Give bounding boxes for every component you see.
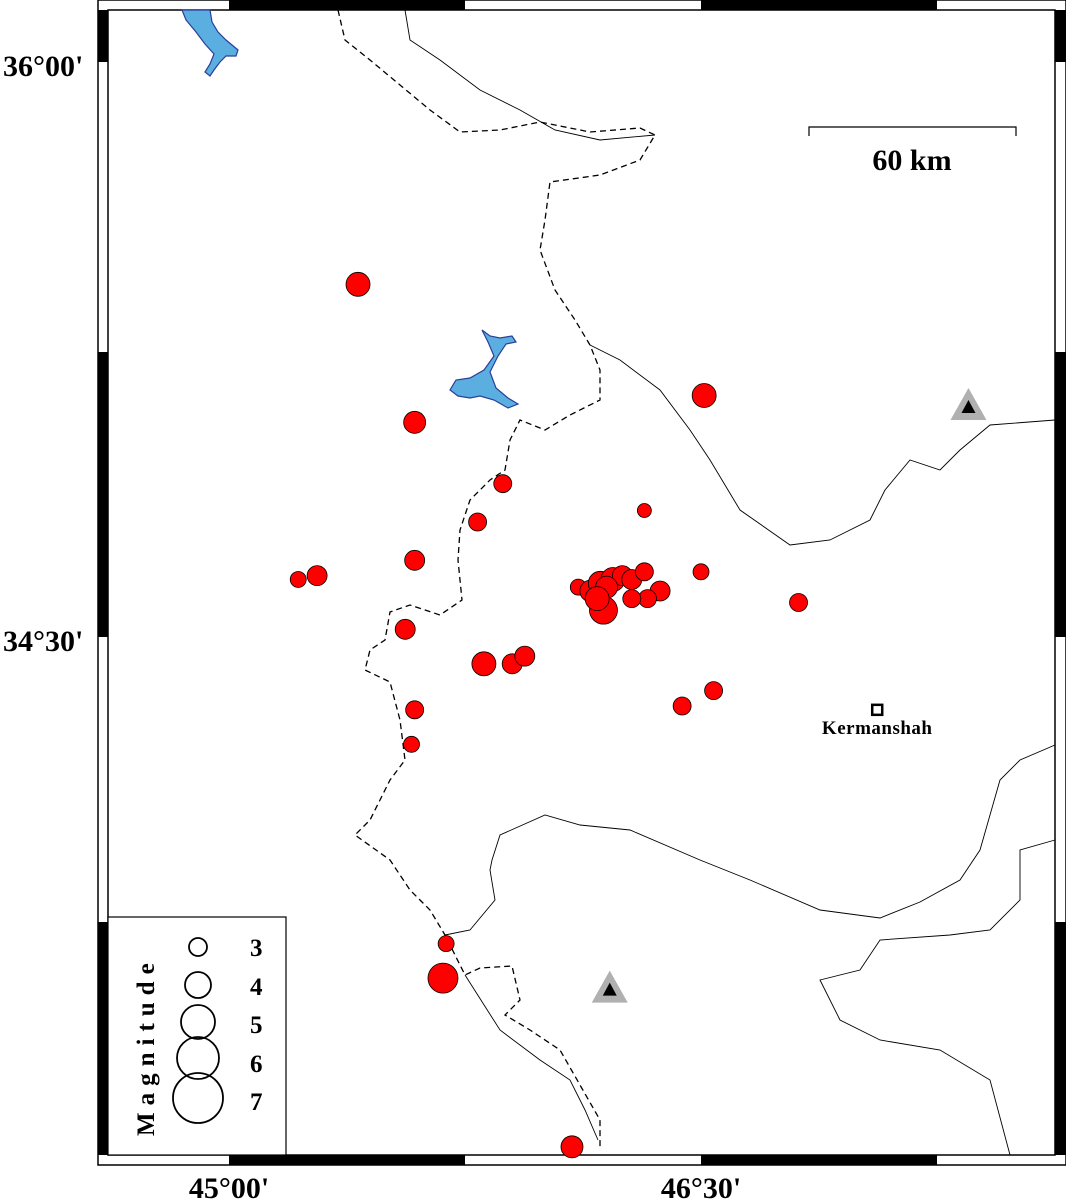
earthquake-event: [493, 474, 513, 494]
earthquake-event: [345, 271, 371, 297]
legend-circle: [184, 971, 212, 999]
cities: Kermanshah: [822, 703, 933, 739]
lake-darbandikhan: [449, 329, 520, 409]
earthquake-event: [691, 383, 717, 408]
lon-label-45: 45°00': [189, 1172, 269, 1203]
magnitude-legend: Magnitude 3 4 5 6 7: [107, 916, 287, 1156]
earthquake-event: [394, 618, 416, 640]
lake-north: [181, 9, 239, 77]
earthquake-event: [636, 503, 652, 518]
earthquake-event: [468, 512, 487, 532]
legend-title: Magnitude: [133, 956, 160, 1136]
legend-label: 6: [250, 1051, 263, 1078]
legend-label: 5: [250, 1012, 263, 1039]
earthquake-event: [560, 1135, 584, 1159]
earthquake-event: [584, 586, 610, 612]
border-line: [404, 9, 656, 141]
legend-circle: [188, 937, 208, 957]
earthquake-event: [638, 589, 657, 609]
earthquake-event: [622, 589, 642, 609]
legend-label: 4: [250, 974, 263, 1001]
lat-label-34-30: 34°30': [3, 625, 83, 658]
earthquake-event: [514, 645, 536, 667]
earthquake-events: [289, 271, 808, 1159]
borders: [337, 9, 1056, 1156]
earthquake-event: [437, 935, 455, 953]
earthquake-event: [634, 562, 654, 582]
legend-circle: [180, 1004, 216, 1040]
border-line: [464, 974, 599, 1141]
earthquake-event: [403, 735, 420, 753]
earthquake-event: [471, 651, 497, 677]
earthquake-event: [306, 565, 328, 587]
city-label: Kermanshah: [822, 718, 933, 739]
earthquake-event: [403, 410, 427, 434]
earthquake-event: [427, 962, 459, 994]
legend-circle: [172, 1072, 224, 1124]
province-border: [444, 744, 1056, 936]
province-border: [819, 839, 1056, 1156]
earthquake-event: [405, 700, 425, 720]
earthquake-event: [404, 549, 426, 571]
station-marker-icon: [602, 982, 617, 996]
lat-label-36: 36°00': [3, 50, 83, 83]
seismic-stations: [591, 387, 987, 1003]
earthquake-event: [692, 563, 710, 581]
city-marker-icon: [870, 703, 884, 717]
legend-circle: [176, 1036, 220, 1080]
province-border: [589, 344, 1056, 546]
lon-label-46-30: 46°30': [661, 1172, 741, 1203]
earthquake-event: [704, 681, 723, 701]
station-marker-icon: [961, 399, 976, 413]
legend-label: 3: [250, 935, 263, 962]
scale-bar: 60 km: [808, 126, 1017, 177]
earthquake-event: [289, 571, 307, 588]
scale-bar-label: 60 km: [872, 144, 951, 177]
legend-label: 7: [250, 1089, 263, 1116]
earthquake-event: [789, 593, 808, 612]
earthquake-event: [672, 696, 692, 716]
